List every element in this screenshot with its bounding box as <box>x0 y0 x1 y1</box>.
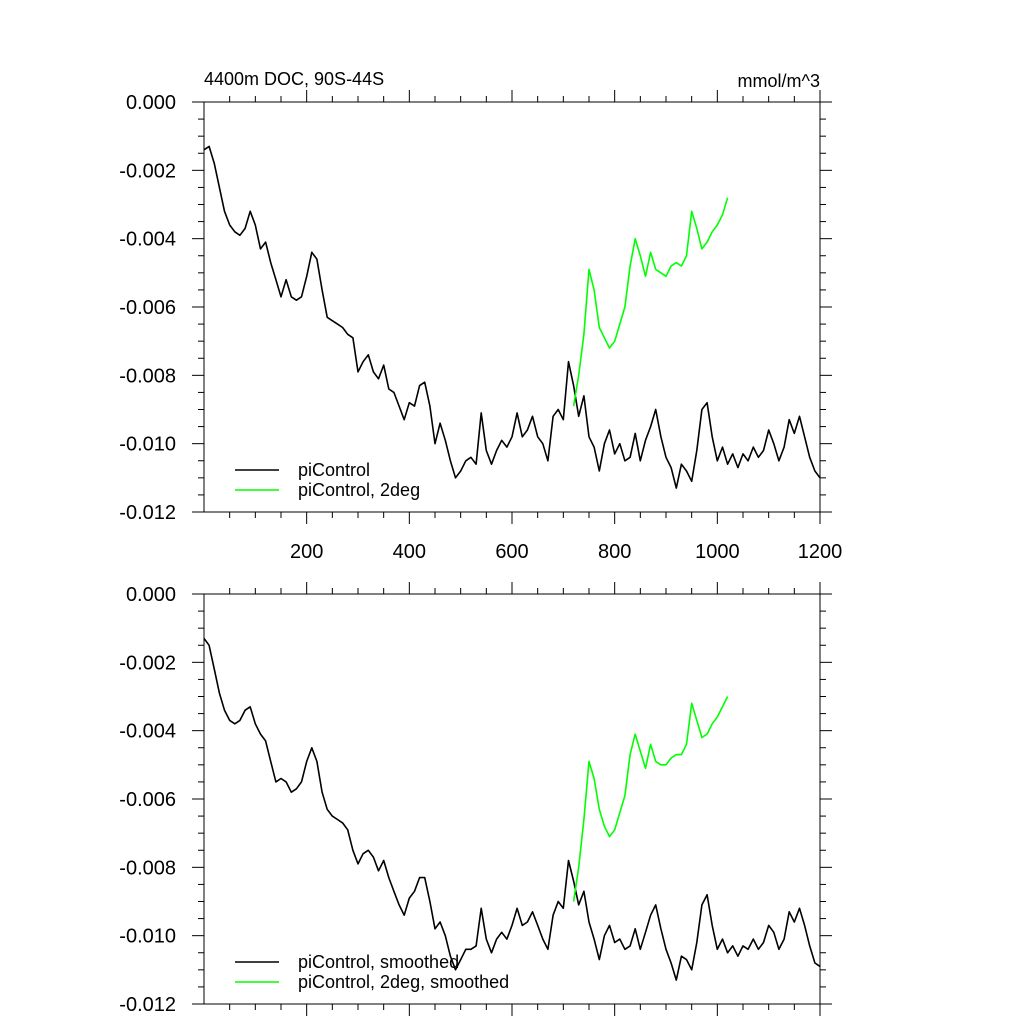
legend-label-1: piControl, 2deg, smoothed <box>298 972 509 992</box>
series-line-0 <box>203 637 821 981</box>
chart-title-right: mmol/m^3 <box>738 71 820 91</box>
legend-label-0: piControl, smoothed <box>298 952 459 972</box>
axis-ticks-top <box>192 90 832 524</box>
x-tick-label: 800 <box>598 541 631 563</box>
plot-frame-top <box>203 101 821 513</box>
y-tick-label: -0.012 <box>119 994 176 1016</box>
y-tick-label: -0.002 <box>119 160 176 182</box>
y-tick-label: -0.002 <box>119 652 176 674</box>
y-tick-labels-bottom: 0.000 -0.002 -0.004 -0.006 -0.008 -0.010 -0.01… <box>119 584 176 1016</box>
y-tick-label: -0.006 <box>119 297 176 319</box>
y-tick-label: 0.000 <box>126 584 176 606</box>
y-tick-label: -0.004 <box>119 229 176 251</box>
x-tick-label: 600 <box>495 541 528 563</box>
axis-ticks-bottom <box>192 582 832 1016</box>
x-tick-label: 400 <box>393 541 426 563</box>
series-line-1 <box>572 197 729 407</box>
series-line-0 <box>203 145 821 489</box>
y-tick-label: -0.008 <box>119 857 176 879</box>
y-tick-label: -0.004 <box>119 721 176 743</box>
y-tick-labels-top: 0.000 -0.002 -0.004 -0.006 -0.008 -0.010 -0.01… <box>119 92 176 524</box>
bottom-panel: 0.000 -0.002 -0.004 -0.006 -0.008 -0.010 -0.01… <box>119 582 832 1016</box>
y-tick-label: -0.006 <box>119 789 176 811</box>
x-tick-label: 1000 <box>695 541 740 563</box>
y-tick-label: 0.000 <box>126 92 176 114</box>
x-tick-label: 200 <box>290 541 323 563</box>
plot-frame-bottom <box>203 593 821 1005</box>
y-tick-label: -0.010 <box>119 434 176 456</box>
series-line-1 <box>572 696 729 902</box>
legend-label-0: piControl <box>298 460 370 480</box>
y-tick-label: -0.012 <box>119 502 176 524</box>
legend-label-1: piControl, 2deg <box>298 480 420 500</box>
chart-title-left: 4400m DOC, 90S-44S <box>204 69 384 89</box>
series-group-top <box>203 145 821 489</box>
top-panel: 4400m DOC, 90S-44S mmol/m^3 0.000 -0.002 -… <box>119 69 842 563</box>
x-tick-label: 1200 <box>798 541 843 563</box>
y-tick-label: -0.010 <box>119 926 176 948</box>
y-tick-label: -0.008 <box>119 365 176 387</box>
series-group-bottom <box>203 637 821 981</box>
x-tick-labels-top: 200 400 600 800 1000 1200 <box>290 541 842 563</box>
